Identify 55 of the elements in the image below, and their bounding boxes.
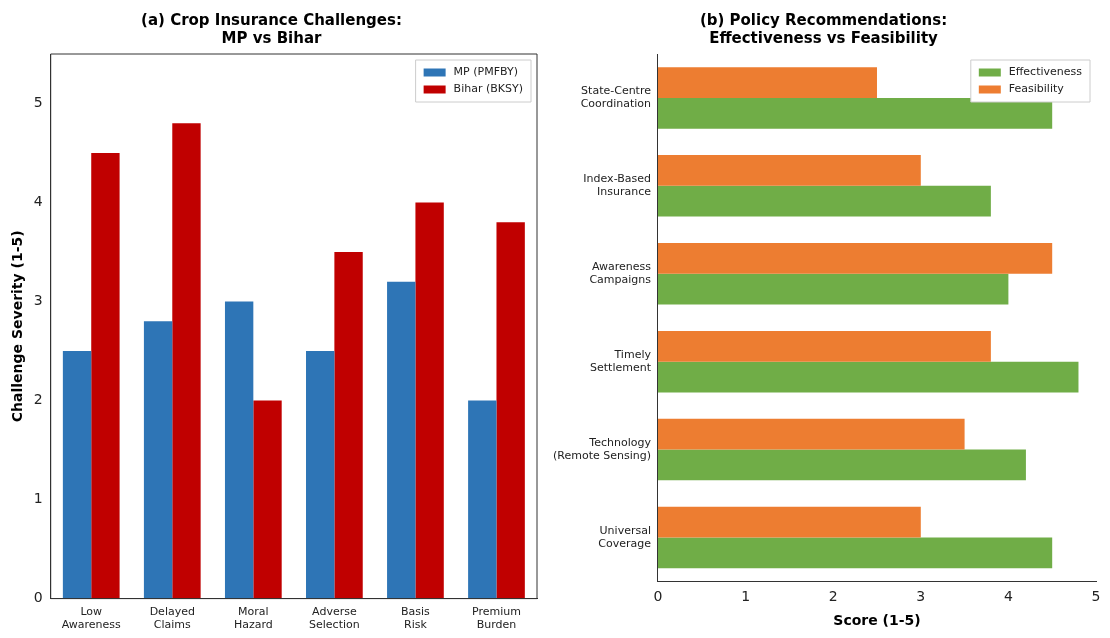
x-tick-label: 4 <box>1003 588 1013 605</box>
legend-label: Feasibility <box>1008 82 1065 96</box>
y-tick-label: State-Centre Coordination <box>580 84 652 111</box>
x-tick-label: Adverse Selection <box>309 605 360 632</box>
y-tick-label: 1 <box>33 490 43 507</box>
bar <box>657 330 991 362</box>
x-tick-label: Premium Burden <box>472 605 521 632</box>
bar <box>62 351 92 599</box>
y-tick-label: 3 <box>33 292 43 309</box>
y-tick-label: Universal Coverage <box>598 523 652 550</box>
bar <box>496 222 525 599</box>
bar <box>172 123 201 599</box>
bar <box>657 185 991 217</box>
bar <box>657 506 921 538</box>
x-tick-label: Delayed Claims <box>149 605 195 632</box>
y-tick-label: 2 <box>33 391 43 408</box>
bar <box>253 400 282 599</box>
y-tick-label: 5 <box>33 94 43 111</box>
bar <box>224 301 254 599</box>
chart-title: (a) Crop Insurance Challenges: MP vs Bihar <box>141 10 402 47</box>
bar <box>657 242 1053 274</box>
bar <box>657 537 1053 569</box>
bar <box>657 361 1079 393</box>
x-tick-label: 5 <box>1091 588 1101 605</box>
bar <box>306 351 335 599</box>
bar <box>657 449 1026 481</box>
bar <box>657 67 877 98</box>
y-tick-label: Timely Settlement <box>590 347 652 375</box>
x-tick-label: Basis Risk <box>401 605 431 632</box>
bar <box>657 273 1009 305</box>
bar <box>91 153 120 599</box>
bar <box>143 321 173 599</box>
y-tick-label: Technology (Remote Sensing) <box>552 435 652 463</box>
bar <box>657 155 921 186</box>
y-tick-label: 4 <box>33 193 43 210</box>
legend-label: Effectiveness <box>1008 65 1083 79</box>
y-axis-title: Challenge Severity (1-5) <box>9 230 26 423</box>
x-tick-label: 3 <box>916 588 926 605</box>
legend-label: Bihar (BKSY) <box>453 82 524 96</box>
x-tick-label: 1 <box>741 588 751 605</box>
bar <box>387 281 416 599</box>
bar <box>468 400 497 599</box>
x-tick-label: Moral Hazard <box>233 605 273 632</box>
bar <box>657 97 1053 129</box>
bar <box>334 252 363 599</box>
y-tick-label: Awareness Campaigns <box>589 260 652 287</box>
bar <box>657 418 965 450</box>
legend-label: MP (PMFBY) <box>453 65 518 79</box>
x-tick-label: 0 <box>653 588 663 605</box>
y-tick-label: Index-Based Insurance <box>583 172 652 199</box>
chart-title: (b) Policy Recommendations: Effectiveness vs Feasibility <box>699 10 948 47</box>
x-tick-label: 2 <box>828 588 838 605</box>
x-axis-title: Score (1-5) <box>833 612 921 629</box>
x-tick-label: Low Awareness <box>61 605 122 632</box>
bar <box>415 202 444 599</box>
